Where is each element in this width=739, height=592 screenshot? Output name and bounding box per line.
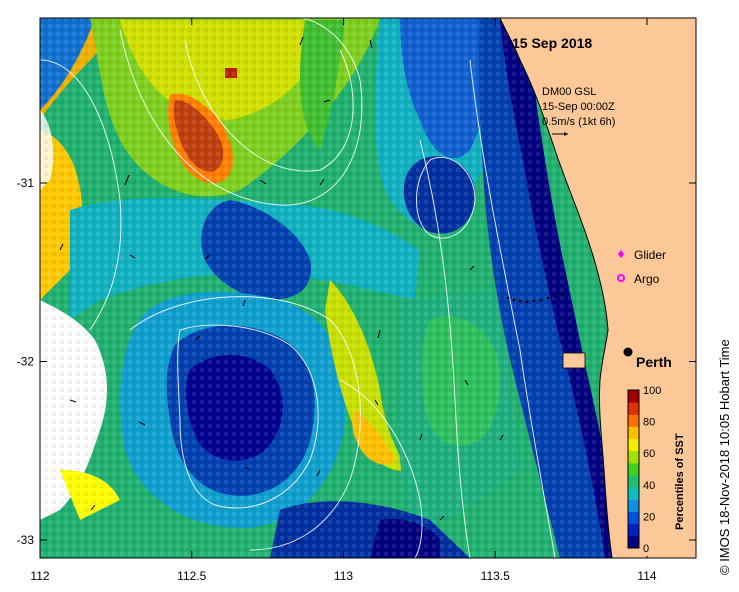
glider-track [506, 292, 564, 304]
y-tick-label: -31 [17, 176, 35, 190]
current-arrows [59, 36, 504, 543]
colorbar-tick-label: 20 [643, 511, 655, 523]
colorbar-label: Percentiles of SST [674, 433, 686, 530]
colorbar-segment [628, 475, 639, 488]
colorbar-segment [628, 450, 639, 464]
colorbar-segment [628, 511, 639, 525]
y-tick-label: -33 [17, 533, 35, 547]
scale-arrow-icon [552, 132, 568, 136]
colorbar-segment [628, 402, 639, 415]
axes: 112112.5113113.5114114.5115115.5116-31-3… [17, 18, 696, 583]
colorbar-segment [628, 390, 639, 403]
contour-lines [40, 18, 556, 558]
x-tick-label: 113 [334, 569, 353, 583]
map-frame [39, 17, 697, 559]
colorbar-segment [628, 487, 639, 500]
colorbar-tick-label: 0 [643, 543, 649, 555]
legend-argo-label: Argo [634, 272, 660, 286]
glider-marker-icon [618, 250, 624, 258]
x-tick-label: 113.5 [481, 569, 510, 583]
colorbar-segment [628, 462, 639, 476]
x-tick-label: 112.5 [177, 569, 206, 583]
colorbar-segment [628, 426, 639, 440]
colorbar-tick-label: 60 [643, 448, 655, 460]
perth-marker-icon [623, 347, 633, 357]
x-tick-label: 112 [30, 569, 49, 583]
info-line-3: 0.5m/s (1kt 6h) [542, 116, 615, 128]
city-label: Perth [636, 354, 672, 370]
colorbar-segment [628, 438, 639, 452]
colorbar-segment [628, 499, 639, 513]
colorbar-segment [628, 414, 639, 427]
date-title: 15 Sep 2018 [512, 35, 592, 51]
credit-text: © IMOS 18-Nov-2018 10:05 Hobart Time [717, 339, 732, 575]
sst-field [40, 18, 696, 558]
colorbar-tick-label: 40 [643, 480, 655, 492]
island [562, 352, 586, 369]
info-line-1: DM00 GSL [542, 86, 596, 98]
colorbar-tick-label: 100 [643, 385, 661, 397]
legend-glider-label: Glider [634, 248, 666, 262]
colorbar-tick-label: 80 [643, 417, 655, 429]
x-tick-label: 114 [637, 569, 656, 583]
argo-marker-icon [617, 274, 625, 282]
colorbar-segment [628, 523, 639, 537]
info-line-2: 15-Sep 00:00Z [542, 101, 615, 113]
y-tick-label: -32 [17, 355, 35, 369]
colorbar-segment [628, 535, 639, 549]
colorbar: 0 20 40 60 80 100 [626, 382, 666, 556]
